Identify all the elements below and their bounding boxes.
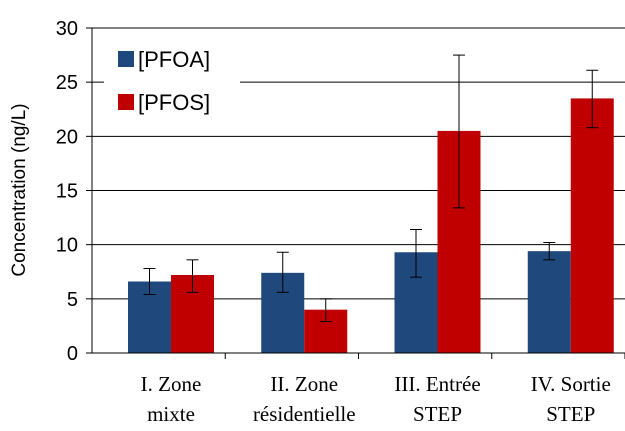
y-tick-label: 20	[56, 126, 78, 148]
bar-pfos	[570, 98, 614, 354]
legend: [PFOA] [PFOS]	[104, 36, 240, 126]
legend-label: [PFOA]	[138, 47, 210, 72]
x-category-label: STEP	[413, 402, 462, 426]
y-tick-label: 25	[56, 72, 78, 94]
x-category-label: IV. Sortie	[531, 372, 611, 396]
x-category-label: résidentielle	[253, 402, 356, 426]
y-tick-label: 0	[67, 343, 78, 365]
y-tick-label: 15	[56, 181, 78, 203]
y-tick-labels: 0 5 10 15 20 25 30	[56, 18, 78, 365]
legend-swatch	[118, 94, 134, 110]
y-axis-label: Concentration (ng/L)	[9, 103, 30, 276]
x-category-label: STEP	[546, 402, 595, 426]
x-category-label: III. Entrée	[394, 372, 480, 396]
x-category-label: I. Zone	[141, 372, 202, 396]
x-category-label: mixte	[147, 402, 195, 426]
x-category-label: II. Zone	[270, 372, 338, 396]
error-bars	[143, 54, 599, 323]
axes	[86, 27, 625, 359]
legend-label: [PFOS]	[138, 90, 210, 115]
y-tick-label: 10	[56, 235, 78, 257]
y-tick-label: 30	[56, 18, 78, 40]
x-category-labels: I. Zone mixte II. Zone résidentielle III. En…	[141, 372, 611, 426]
legend-swatch	[118, 51, 134, 67]
y-tick-label: 5	[67, 289, 78, 311]
bar-pfoa	[527, 251, 571, 353]
